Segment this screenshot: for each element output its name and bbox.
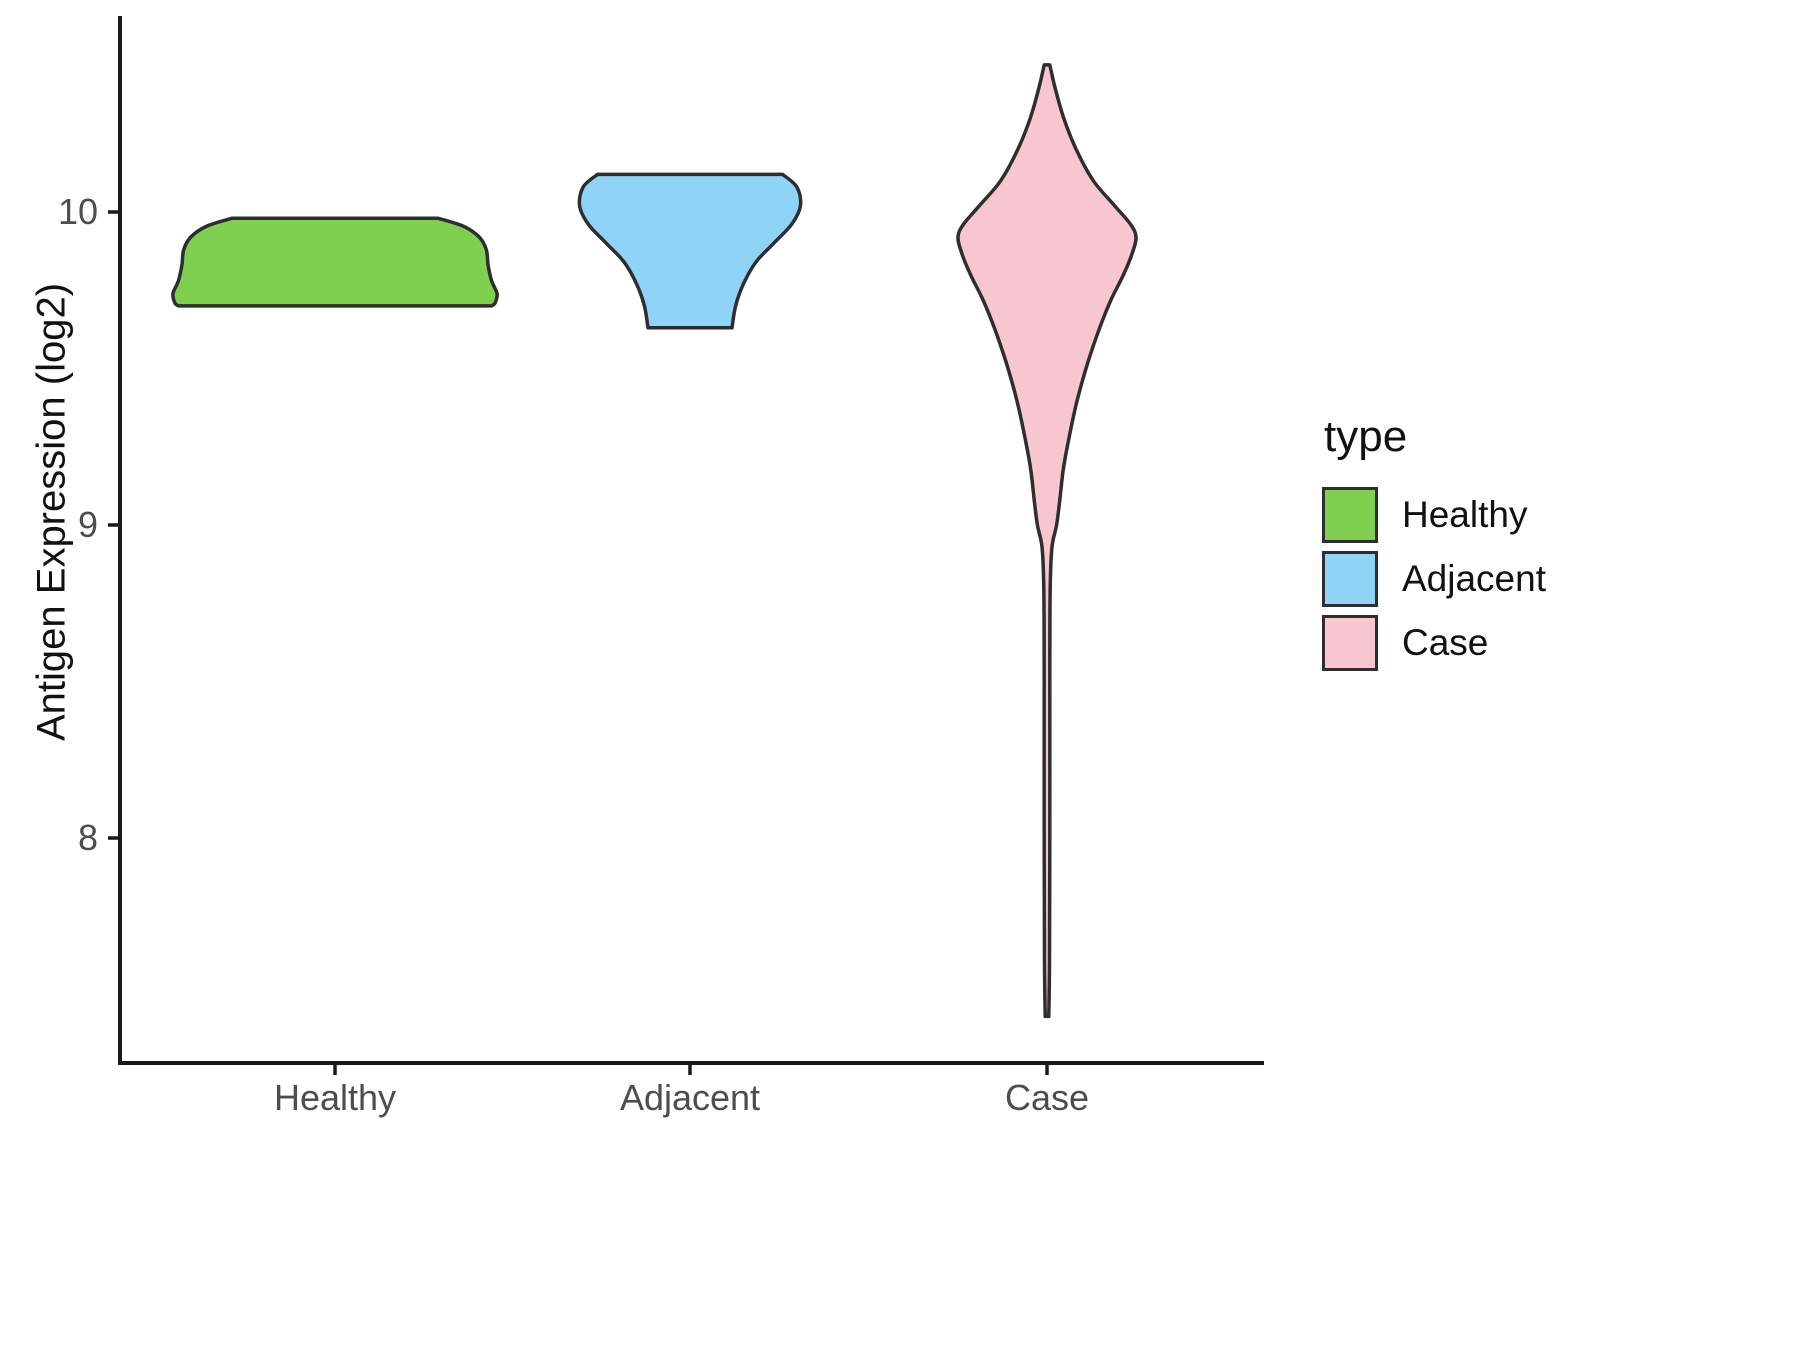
legend-label-healthy: Healthy: [1402, 494, 1528, 535]
legend-title: type: [1324, 412, 1408, 461]
y-tick-label-9: 9: [77, 504, 98, 545]
y-tick-label-8: 8: [77, 817, 98, 858]
y-tick-label-10: 10: [57, 191, 98, 232]
violin-healthy: [171, 216, 499, 308]
legend-entry-case: Case: [1322, 614, 1546, 672]
legend-entry-adjacent: Adjacent: [1322, 550, 1546, 608]
legend-entry-healthy: Healthy: [1322, 486, 1546, 544]
x-tick-label-case: Case: [1004, 1077, 1090, 1118]
legend-swatch-healthy: [1322, 487, 1378, 543]
legend-swatch-adjacent: [1322, 551, 1378, 607]
legend-label-adjacent: Adjacent: [1402, 558, 1546, 599]
axis-lines: [118, 16, 1264, 1065]
legend-swatch-case: [1322, 615, 1378, 671]
legend: type Healthy Adjacent Case: [1322, 412, 1546, 678]
x-tick-label-healthy: Healthy: [273, 1077, 397, 1118]
legend-label-case: Case: [1402, 622, 1489, 663]
violin-case: [956, 63, 1138, 1019]
x-tick-label-adjacent: Adjacent: [619, 1077, 761, 1118]
violin-adjacent: [577, 172, 803, 330]
